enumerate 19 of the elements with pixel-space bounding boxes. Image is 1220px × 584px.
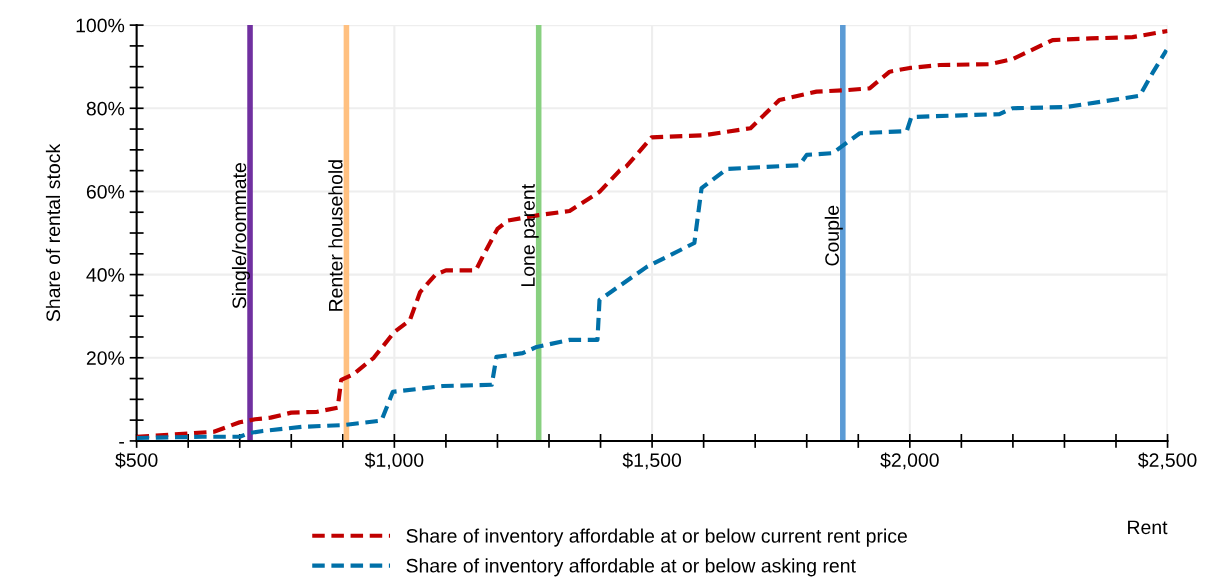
x-tick-label: $1,000 [364, 452, 424, 470]
x-tick-label: $2,000 [880, 452, 939, 470]
x-tick-label: $500 [115, 452, 158, 469]
ref-line-label: Renter household [328, 160, 343, 311]
ref-line-label: Lone parent [521, 183, 539, 287]
x-axis-title: Rent [1128, 520, 1168, 535]
y-tick-label: - [119, 442, 124, 444]
x-tick-label: $1,500 [622, 452, 682, 470]
y-tick-label: 40% [86, 268, 125, 282]
y-tick-label: 60% [86, 184, 125, 199]
legend-label: Share of inventory affordable at or below asking rent [406, 558, 856, 577]
y-tick-label: 100% [76, 18, 125, 33]
y-tick-label: 80% [86, 101, 125, 116]
ref-line-label: Couple [824, 205, 843, 266]
ref-line-label: Single/roommate [231, 163, 251, 309]
legend-label: Share of inventory affordable at or below current rent price [406, 528, 907, 547]
x-tick-label: $2,500 [1138, 452, 1197, 470]
y-tick-label: 20% [86, 351, 125, 365]
y-axis-title: Share of rental stock [45, 143, 61, 322]
